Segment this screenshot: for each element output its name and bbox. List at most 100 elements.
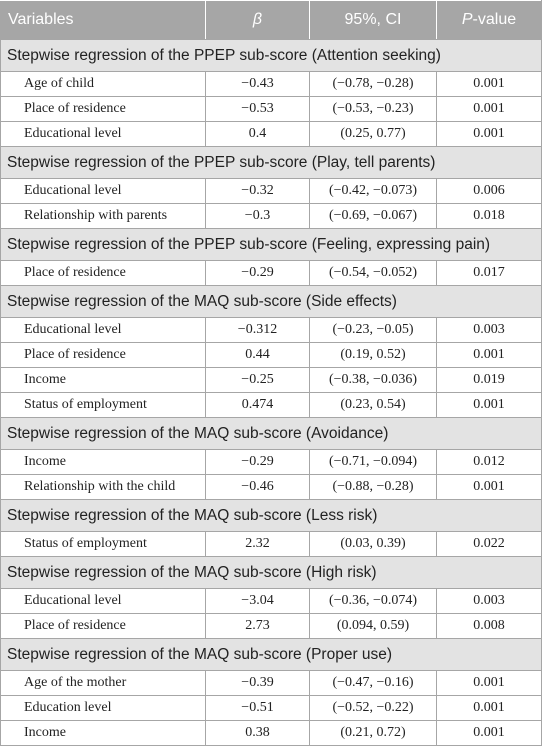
table-row: Age of child −0.43 (−0.78, −0.28) 0.001 — [0, 71, 542, 97]
cell-beta: −0.25 — [205, 367, 310, 393]
cell-beta: −0.29 — [205, 449, 310, 475]
table-row: Education level −0.51 (−0.52, −0.22) 0.001 — [0, 695, 542, 721]
table-row: Educational level −3.04 (−0.36, −0.074) 0.0… — [0, 588, 542, 614]
section-header-row: Stepwise regression of the MAQ sub-score… — [0, 638, 542, 671]
section-title: Stepwise regression of the MAQ sub-score… — [0, 417, 542, 450]
cell-variable: Relationship with parents — [0, 203, 206, 229]
cell-beta: 0.4 — [205, 121, 310, 147]
section-header-row: Stepwise regression of the MAQ sub-score… — [0, 499, 542, 532]
section-title: Stepwise regression of the MAQ sub-score… — [0, 285, 542, 318]
cell-ci: (−0.78, −0.28) — [309, 71, 437, 97]
section-title: Stepwise regression of the MAQ sub-score… — [0, 638, 542, 671]
cell-ci: (−0.42, −0.073) — [309, 178, 437, 204]
cell-ci: (−0.69, −0.067) — [309, 203, 437, 229]
cell-variable: Status of employment — [0, 531, 206, 557]
cell-beta: −0.53 — [205, 96, 310, 122]
section-header-row: Stepwise regression of the PPEP sub-scor… — [0, 146, 542, 179]
cell-variable: Income — [0, 449, 206, 475]
header-variables: Variables — [0, 0, 206, 40]
table-row: Place of residence −0.53 (−0.53, −0.23) 0.0… — [0, 96, 542, 122]
section-header-row: Stepwise regression of the MAQ sub-score… — [0, 285, 542, 318]
table-row: Educational level 0.4 (0.25, 0.77) 0.001 — [0, 121, 542, 147]
cell-beta: −0.43 — [205, 71, 310, 97]
cell-p-value: 0.001 — [436, 121, 542, 147]
cell-ci: (−0.71, −0.094) — [309, 449, 437, 475]
cell-ci: (0.03, 0.39) — [309, 531, 437, 557]
section-header-row: Stepwise regression of the MAQ sub-score… — [0, 417, 542, 450]
cell-variable: Relationship with the child — [0, 474, 206, 500]
cell-ci: (0.25, 0.77) — [309, 121, 437, 147]
cell-variable: Educational level — [0, 317, 206, 343]
section-title: Stepwise regression of the PPEP sub-scor… — [0, 146, 542, 179]
cell-ci: (0.19, 0.52) — [309, 342, 437, 368]
cell-ci: (−0.47, −0.16) — [309, 670, 437, 696]
cell-ci: (−0.23, −0.05) — [309, 317, 437, 343]
cell-ci: (−0.52, −0.22) — [309, 695, 437, 721]
cell-variable: Place of residence — [0, 342, 206, 368]
cell-p-value: 0.018 — [436, 203, 542, 229]
cell-p-value: 0.006 — [436, 178, 542, 204]
cell-variable: Income — [0, 720, 206, 746]
section-title: Stepwise regression of the MAQ sub-score… — [0, 556, 542, 589]
cell-ci: (−0.36, −0.074) — [309, 588, 437, 614]
section-title: Stepwise regression of the MAQ sub-score… — [0, 499, 542, 532]
table-row: Place of residence 2.73 (0.094, 0.59) 0.008 — [0, 613, 542, 639]
cell-beta: 0.44 — [205, 342, 310, 368]
cell-p-value: 0.001 — [436, 474, 542, 500]
cell-p-value: 0.019 — [436, 367, 542, 393]
section-header-row: Stepwise regression of the PPEP sub-scor… — [0, 39, 542, 72]
section-title: Stepwise regression of the PPEP sub-scor… — [0, 39, 542, 72]
section-title: Stepwise regression of the PPEP sub-scor… — [0, 228, 542, 261]
cell-ci: (−0.53, −0.23) — [309, 96, 437, 122]
table-row: Age of the mother −0.39 (−0.47, −0.16) 0.00… — [0, 670, 542, 696]
cell-p-value: 0.001 — [436, 96, 542, 122]
section-header-row: Stepwise regression of the MAQ sub-score… — [0, 556, 542, 589]
cell-beta: 0.38 — [205, 720, 310, 746]
header-p-prefix: P — [461, 11, 473, 28]
cell-p-value: 0.001 — [436, 720, 542, 746]
cell-beta: 0.474 — [205, 392, 310, 418]
cell-beta: −0.29 — [205, 260, 310, 286]
cell-p-value: 0.001 — [436, 670, 542, 696]
cell-variable: Place of residence — [0, 260, 206, 286]
table-row: Status of employment 2.32 (0.03, 0.39) 0.02… — [0, 531, 542, 557]
cell-beta: 2.73 — [205, 613, 310, 639]
cell-p-value: 0.003 — [436, 588, 542, 614]
cell-ci: (−0.38, −0.036) — [309, 367, 437, 393]
header-ci: 95%, CI — [309, 0, 437, 40]
cell-p-value: 0.001 — [436, 342, 542, 368]
cell-variable: Education level — [0, 695, 206, 721]
cell-variable: Educational level — [0, 178, 206, 204]
cell-variable: Educational level — [0, 121, 206, 147]
cell-ci: (0.21, 0.72) — [309, 720, 437, 746]
table-row: Educational level −0.312 (−0.23, −0.05) 0.0… — [0, 317, 542, 343]
cell-variable: Age of child — [0, 71, 206, 97]
cell-beta: −0.46 — [205, 474, 310, 500]
cell-ci: (0.23, 0.54) — [309, 392, 437, 418]
table-row: Relationship with parents −0.3 (−0.69, −0.… — [0, 203, 542, 229]
cell-variable: Educational level — [0, 588, 206, 614]
cell-variable: Income — [0, 367, 206, 393]
cell-beta: 2.32 — [205, 531, 310, 557]
cell-p-value: 0.001 — [436, 695, 542, 721]
cell-variable: Age of the mother — [0, 670, 206, 696]
section-header-row: Stepwise regression of the PPEP sub-scor… — [0, 228, 542, 261]
table-body: Stepwise regression of the PPEP sub-scor… — [0, 39, 542, 746]
cell-beta: −3.04 — [205, 588, 310, 614]
table-row: Place of residence −0.29 (−0.54, −0.052) 0.… — [0, 260, 542, 286]
cell-p-value: 0.001 — [436, 392, 542, 418]
table-row: Income −0.25 (−0.38, −0.036) 0.019 — [0, 367, 542, 393]
cell-beta: −0.312 — [205, 317, 310, 343]
cell-p-value: 0.017 — [436, 260, 542, 286]
table-row: Income 0.38 (0.21, 0.72) 0.001 — [0, 720, 542, 746]
header-p-suffix: -value — [472, 11, 517, 28]
cell-p-value: 0.001 — [436, 71, 542, 97]
cell-p-value: 0.012 — [436, 449, 542, 475]
cell-p-value: 0.003 — [436, 317, 542, 343]
cell-beta: −0.51 — [205, 695, 310, 721]
cell-variable: Place of residence — [0, 613, 206, 639]
table-row: Relationship with the child −0.46 (−0.88, … — [0, 474, 542, 500]
table-row: Educational level −0.32 (−0.42, −0.073) 0.0… — [0, 178, 542, 204]
cell-p-value: 0.022 — [436, 531, 542, 557]
